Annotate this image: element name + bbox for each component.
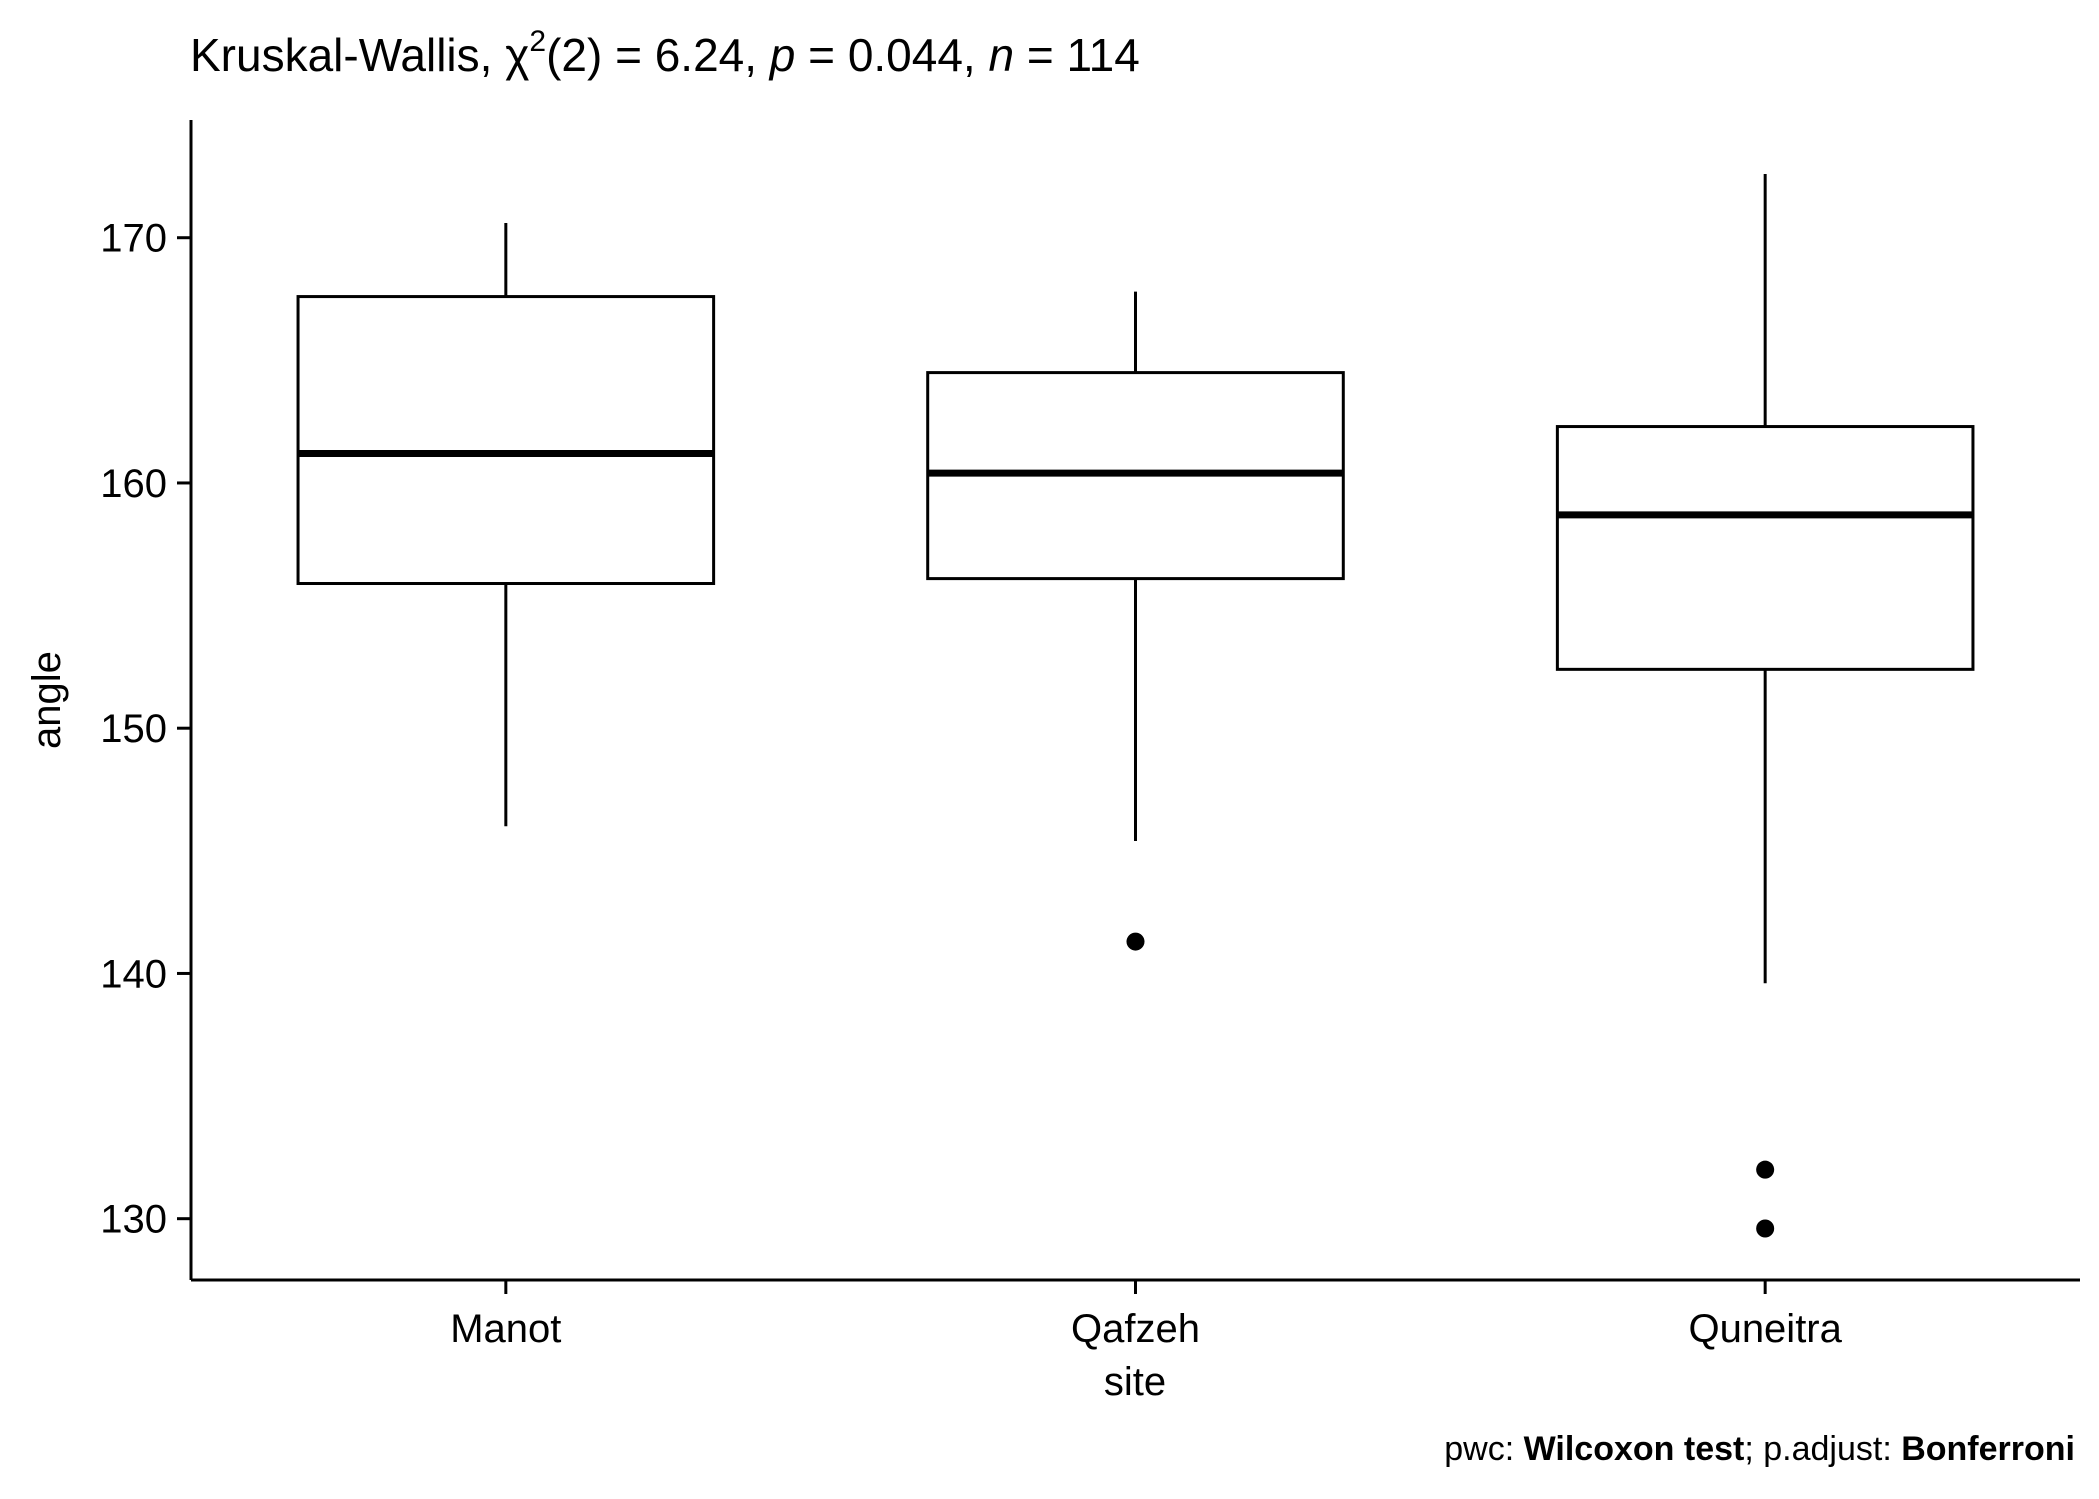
outlier-point [1756, 1219, 1775, 1238]
y-axis-label: angle [25, 651, 69, 749]
x-tick-label: Manot [450, 1307, 561, 1351]
box-iqr [1555, 425, 1975, 671]
y-tick-label: 150 [100, 707, 167, 751]
x-axis-label: site [1104, 1360, 1166, 1404]
chart-caption: pwc: Wilcoxon test; p.adjust: Bonferroni [1444, 1430, 2075, 1468]
outlier-point [1756, 1160, 1775, 1179]
outlier-point [1126, 932, 1145, 951]
chart-title: Kruskal-Wallis, χ2(2) = 6.24, p = 0.044,… [190, 24, 1140, 81]
y-tick-label: 160 [100, 462, 167, 506]
box-iqr [296, 295, 716, 586]
y-tick-label: 140 [100, 952, 167, 996]
x-tick-label: Qafzeh [1071, 1307, 1200, 1351]
y-tick-label: 130 [100, 1198, 167, 1242]
x-tick-label: Quneitra [1688, 1307, 1842, 1351]
y-tick-label: 170 [100, 217, 167, 261]
